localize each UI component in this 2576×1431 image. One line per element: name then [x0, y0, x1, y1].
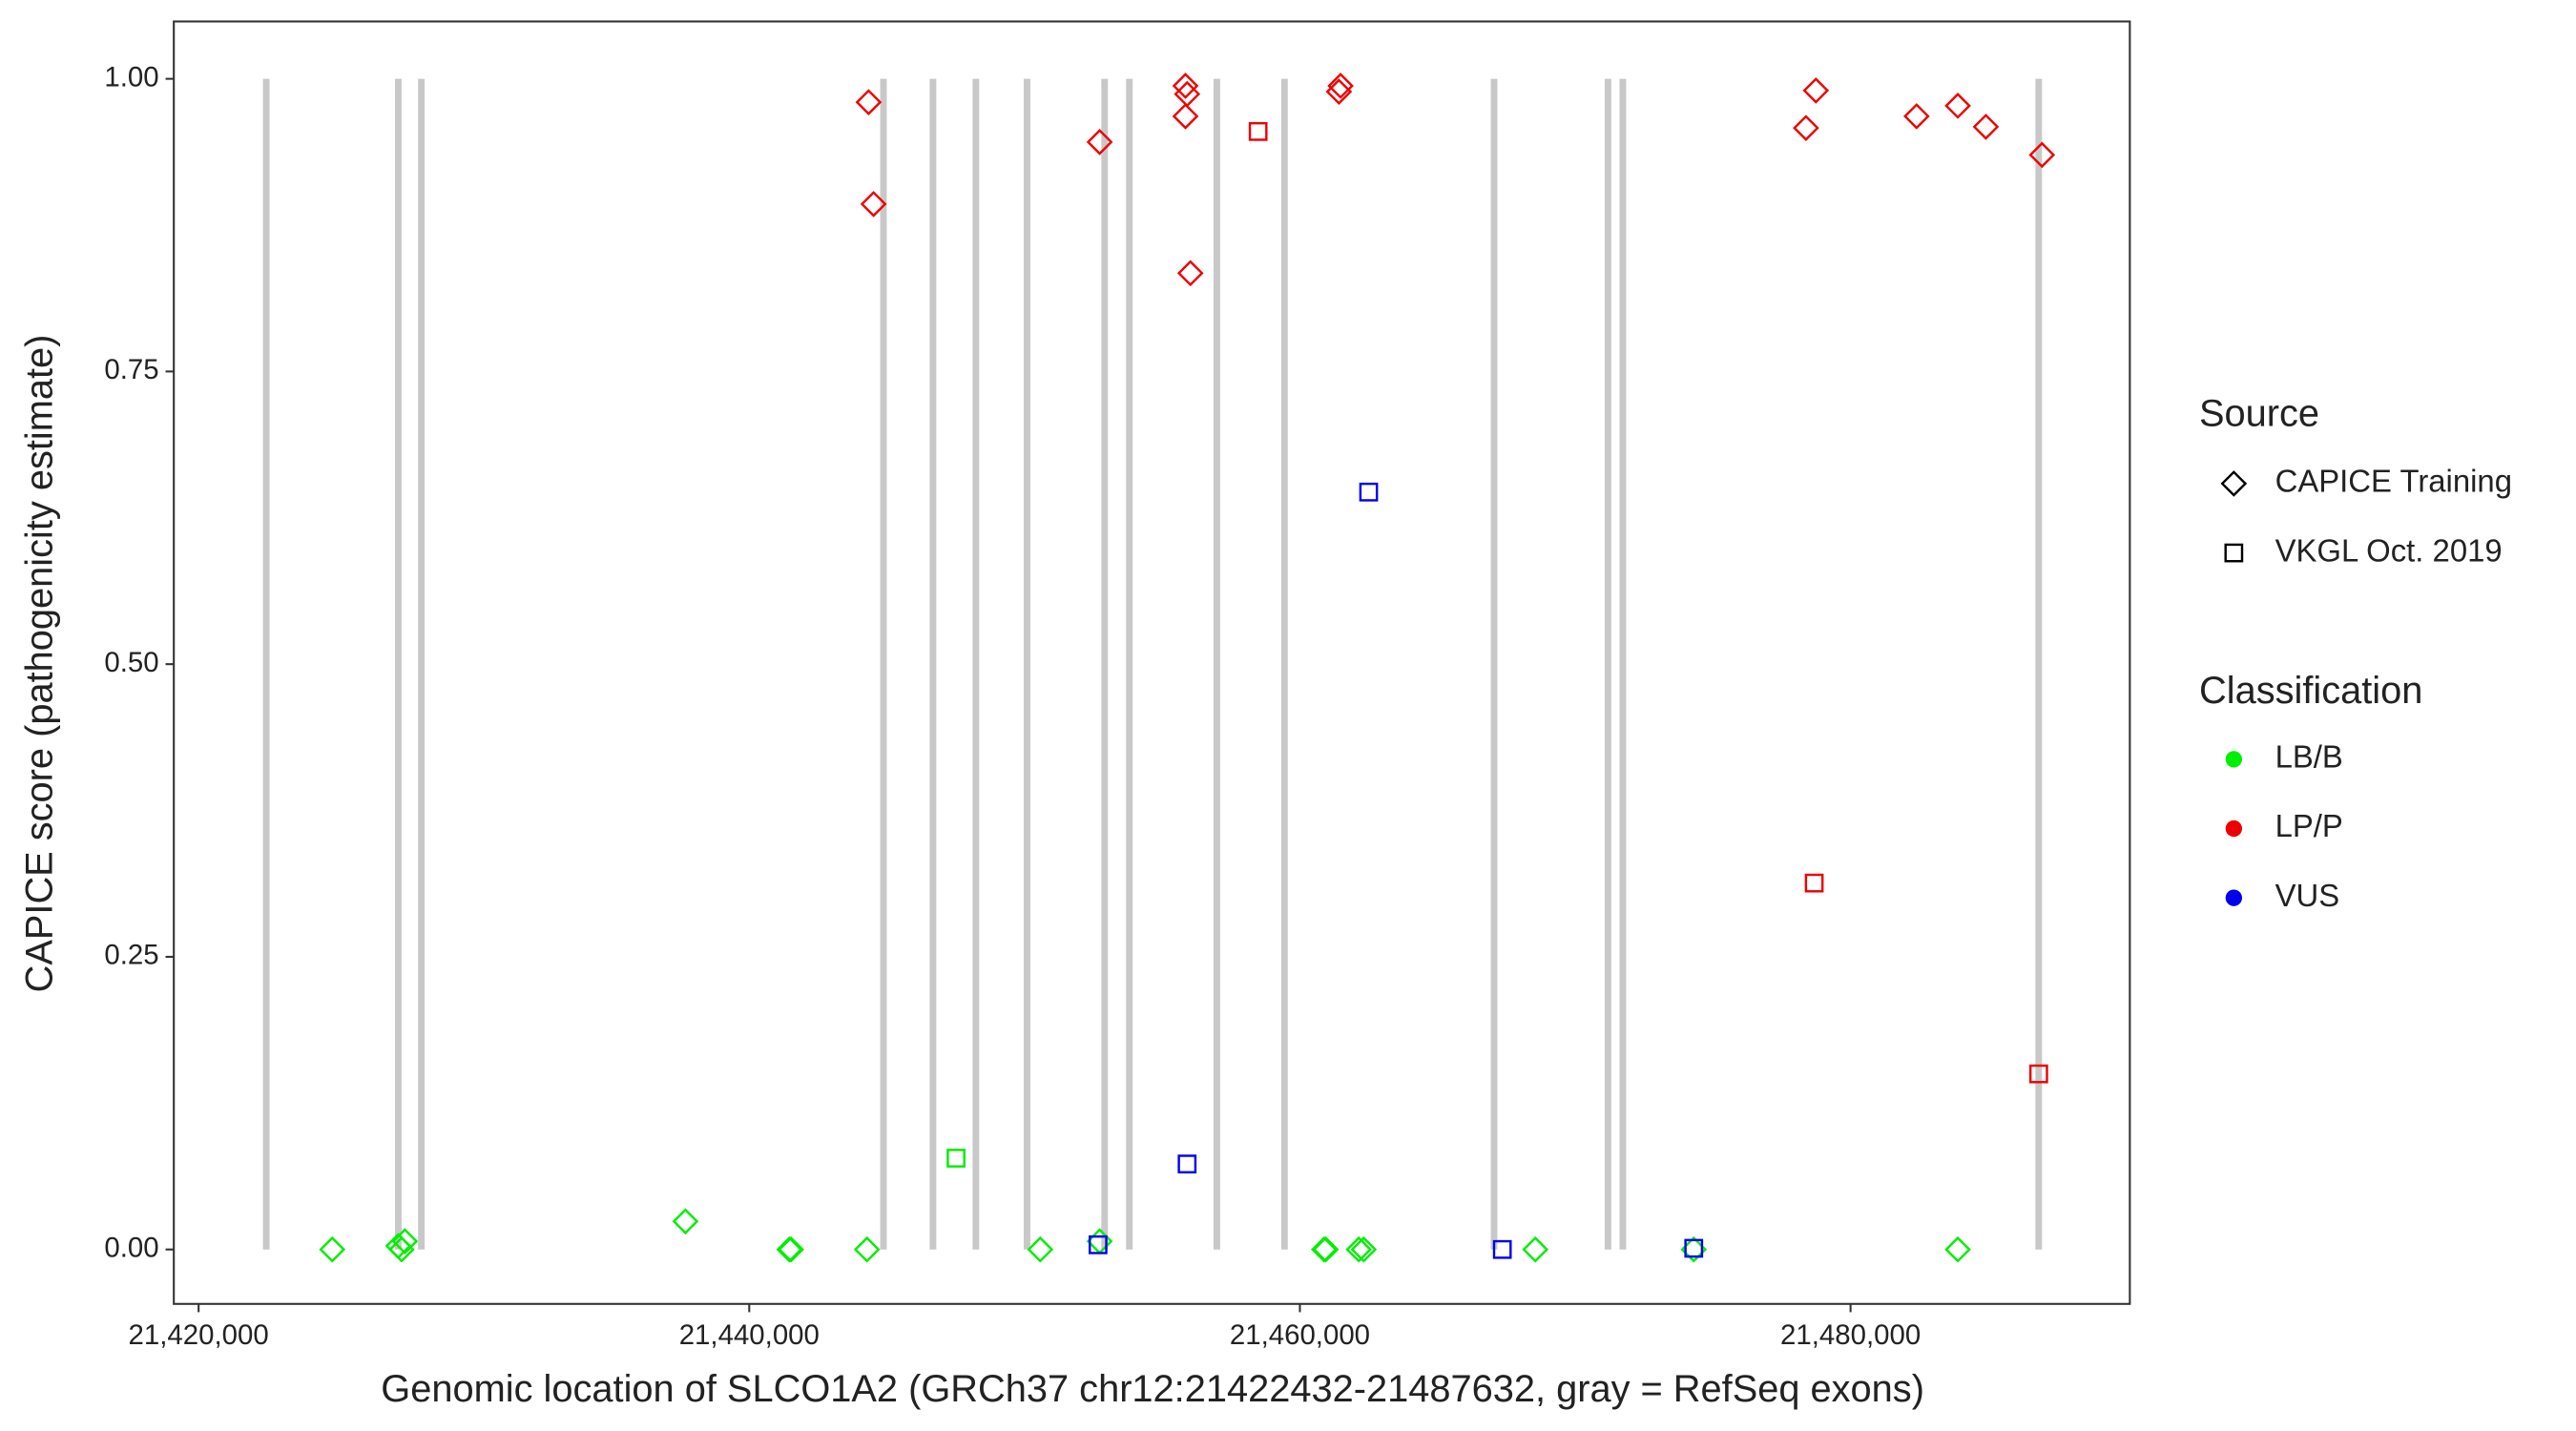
- y-tick-label: 0.25: [104, 940, 158, 971]
- x-tick-label: 21,480,000: [1780, 1319, 1921, 1351]
- legend-label: LP/P: [2275, 808, 2343, 843]
- point: [1793, 114, 1819, 141]
- point: [1684, 1238, 1704, 1258]
- legend-label: CAPICE Training: [2275, 464, 2512, 499]
- point: [1350, 1235, 1378, 1263]
- x-tick-label: 21,420,000: [129, 1319, 269, 1351]
- point: [1089, 1234, 1108, 1255]
- point: [860, 191, 887, 218]
- point: [1174, 80, 1201, 108]
- legend-label: LB/B: [2275, 739, 2343, 775]
- legend-key: [2225, 889, 2242, 906]
- legend-key: [2225, 751, 2242, 768]
- y-axis-title: CAPICE score (pathogenicity estimate): [18, 335, 60, 993]
- y-tick-label: 0.50: [104, 647, 158, 678]
- point: [1248, 121, 1268, 141]
- point: [1345, 1235, 1372, 1263]
- legend-title: Classification: [2199, 670, 2422, 712]
- legend-label: VUS: [2275, 878, 2340, 913]
- point: [1359, 482, 1379, 502]
- legend-key: [2225, 819, 2242, 838]
- point: [1086, 129, 1113, 156]
- point: [1944, 1235, 1971, 1263]
- y-tick-label: 1.00: [104, 61, 158, 93]
- y-tick-label: 0.00: [104, 1232, 158, 1263]
- point: [1311, 1235, 1338, 1263]
- y-tick-label: 0.75: [104, 354, 158, 385]
- point: [776, 1235, 803, 1263]
- legend-key: [2220, 470, 2248, 497]
- point: [384, 1233, 412, 1259]
- point: [1902, 103, 1930, 130]
- point: [1176, 259, 1204, 287]
- x-axis-title: Genomic location of SLCO1A2 (GRCh37 chr1…: [381, 1368, 1924, 1410]
- point: [1804, 873, 1824, 893]
- point: [1972, 114, 2000, 140]
- point: [1325, 78, 1353, 105]
- point: [1802, 77, 1830, 104]
- point: [391, 1228, 419, 1255]
- point: [1027, 1235, 1054, 1263]
- x-tick-label: 21,440,000: [679, 1319, 820, 1351]
- point: [855, 89, 883, 115]
- x-tick-label: 21,460,000: [1230, 1319, 1370, 1351]
- point: [1312, 1235, 1340, 1263]
- point: [672, 1208, 699, 1235]
- point: [2028, 141, 2056, 169]
- point: [1172, 103, 1199, 130]
- point: [1944, 93, 1971, 119]
- point: [1492, 1239, 1512, 1259]
- point: [946, 1149, 966, 1168]
- plot-border: [173, 20, 2131, 1305]
- point: [319, 1235, 346, 1263]
- legend-key: [2224, 543, 2244, 563]
- legend-title: Source: [2199, 393, 2319, 435]
- point: [1172, 73, 1199, 99]
- point: [2028, 1064, 2048, 1084]
- point: [1177, 1154, 1197, 1174]
- point: [1522, 1235, 1549, 1263]
- point: [853, 1235, 881, 1263]
- point: [1327, 73, 1354, 99]
- point: [778, 1235, 804, 1263]
- legend-label: VKGL Oct. 2019: [2275, 532, 2503, 568]
